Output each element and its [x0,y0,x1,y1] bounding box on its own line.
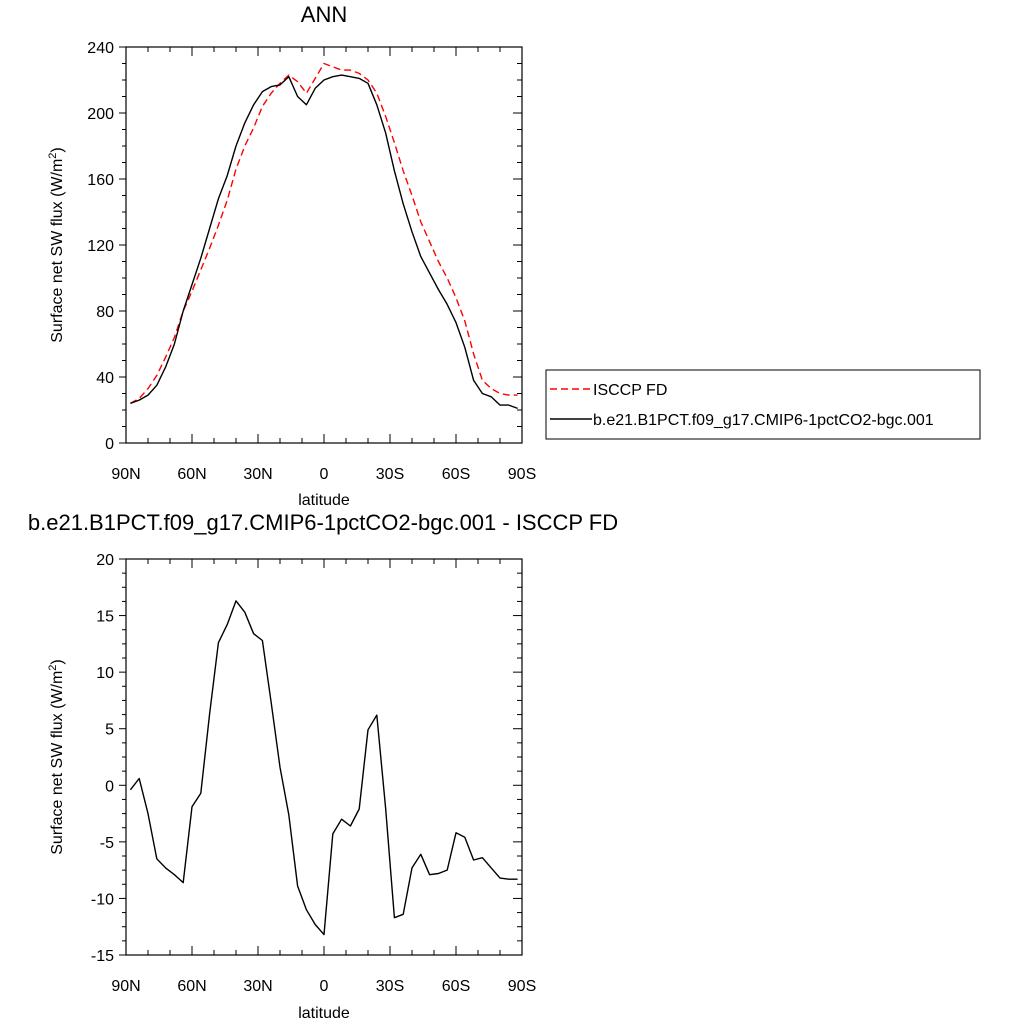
legend-label-1: ISCCP FD [593,382,667,399]
x-tick-label: 60N [177,466,206,483]
y-tick-label: 10 [96,665,114,682]
y-tick-label: 5 [105,722,114,739]
chart-title: b.e21.B1PCT.f09_g17.CMIP6-1pctCO2-bgc.00… [28,510,618,535]
legend: ISCCP FD b.e21.B1PCT.f09_g17.CMIP6-1pctCO… [545,369,981,440]
x-tick-label: 30S [376,466,404,483]
x-tick-label: 90N [111,978,140,995]
y-tick-label: 200 [87,106,114,123]
y-tick-label: 0 [105,436,114,453]
chart-panel-1: ANN 90N 60N 30N 0 30S 60S 90S 0 40 80 120 160 200 240 l… [47,2,981,509]
chart-title: ANN [301,2,347,27]
x-tick-label: 60S [442,978,470,995]
x-tick-label: 90N [111,466,140,483]
series-line-1 [130,62,518,405]
x-tick-label: 0 [320,466,329,483]
x-tick-label: 0 [320,978,329,995]
series-line-2 [130,74,518,410]
plot-frame [125,46,523,444]
y-tick-label: 80 [96,304,114,321]
y-tick-label: 0 [105,778,114,795]
series-line-1 [129,600,518,936]
y-tick-label: -10 [91,891,114,908]
y-axis-label: Surface net SW flux (W/m2) [47,659,66,855]
x-tick-label: 30S [376,978,404,995]
y-tick-label: 240 [87,40,114,57]
x-tick-label: 30N [243,466,272,483]
x-axis-label: latitude [298,492,350,509]
x-tick-label: 90S [508,978,536,995]
x-tick-label: 90S [508,466,536,483]
y-tick-label: 160 [87,172,114,189]
y-tick-label: -15 [91,948,114,965]
x-tick-label: 60N [177,978,206,995]
legend-label-2: b.e21.B1PCT.f09_g17.CMIP6-1pctCO2-bgc.00… [593,412,934,429]
chart-panel-2: b.e21.B1PCT.f09_g17.CMIP6-1pctCO2-bgc.00… [28,510,618,1022]
legend-box [545,369,981,440]
y-axis-label: Surface net SW flux (W/m2) [47,147,66,343]
y-tick-label: 120 [87,238,114,255]
y-tick-label: -5 [100,835,114,852]
x-tick-label: 30N [243,978,272,995]
plot-frame [125,558,523,956]
x-tick-label: 60S [442,466,470,483]
y-tick-label: 40 [96,370,114,387]
y-tick-label: 15 [96,609,114,626]
x-axis-label: latitude [298,1005,350,1022]
y-tick-label: 20 [96,552,114,569]
